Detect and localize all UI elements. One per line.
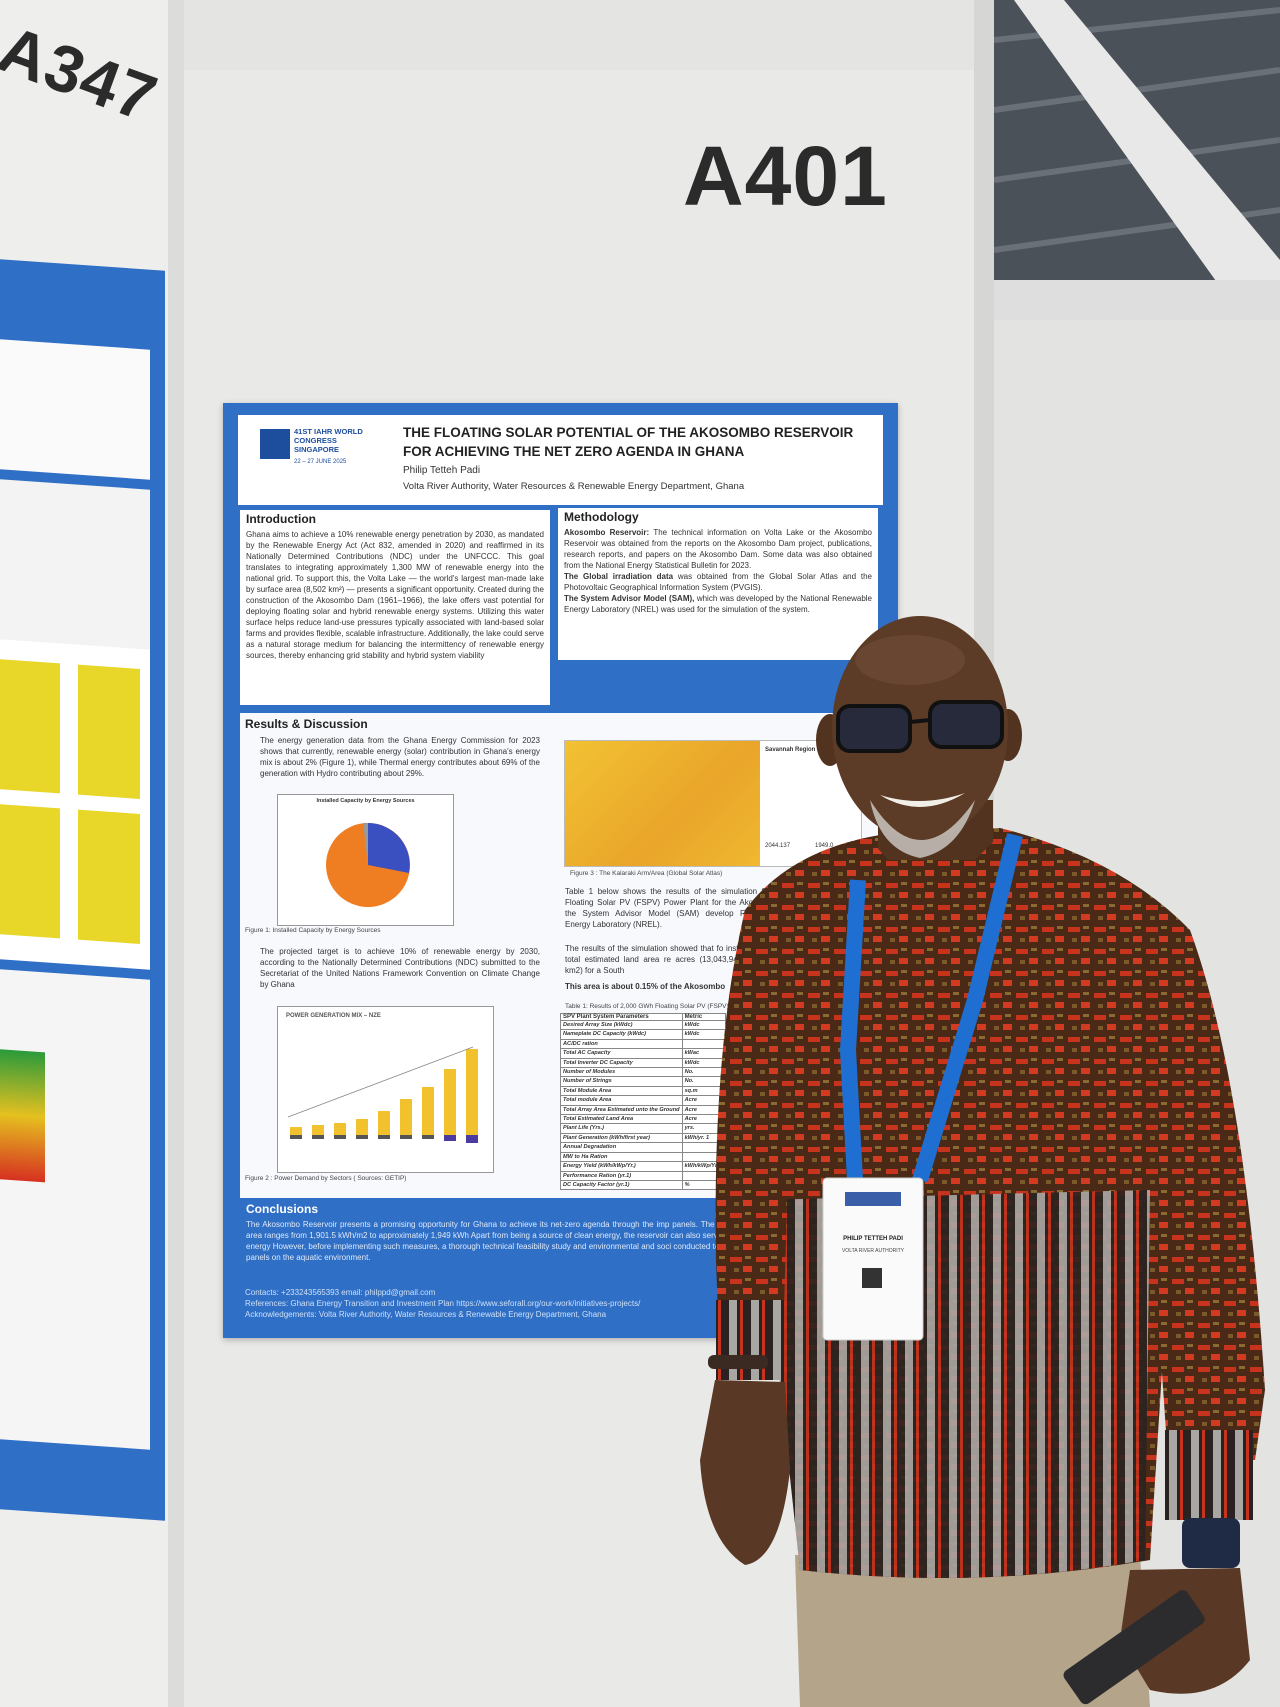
table-cell: Desired Array Size (kWdc) xyxy=(560,1019,683,1031)
paragraph: The Akosombo Reservoir presents a promis… xyxy=(246,1220,874,1262)
poster-title: THE FLOATING SOLAR POTENTIAL OF THE AKOS… xyxy=(403,425,854,440)
bar-figure: POWER GENERATION MIX – NZE xyxy=(277,1006,494,1173)
shirt-stripes xyxy=(760,1190,1150,1578)
logo xyxy=(260,429,290,459)
left-sleeve xyxy=(715,910,790,1378)
paragraph: Table 1 below shows the results of the s… xyxy=(565,887,780,929)
table-cell: Performance Ration (yr.1) xyxy=(560,1170,683,1181)
booth-number: A401 xyxy=(683,129,888,223)
author: Philip Tetteh Padi xyxy=(403,465,481,476)
table-cell: DC Capacity Factor (yr.1) xyxy=(560,1179,683,1191)
figure-caption: Figure 2 : Power Demand by Sectors ( Sou… xyxy=(245,1175,407,1182)
paragraph: The results of the simulation showed tha… xyxy=(565,944,780,975)
ceiling-structure xyxy=(993,0,1280,320)
table-row: Energy Yield (kWh/kWp/Yr.) kWh/kWp/Yr. 1 xyxy=(560,1161,727,1172)
poster-footer: Contacts: +233243565393 email: philppd@g… xyxy=(245,1287,885,1320)
figure-caption: Figure 1: Installed Capacity by Energy S… xyxy=(245,927,381,934)
pie xyxy=(326,822,410,907)
head-highlight xyxy=(855,635,965,685)
text: which was developed by the National Rene… xyxy=(564,594,873,614)
lanyard xyxy=(912,833,1023,1183)
right-sleeve xyxy=(1150,930,1265,1460)
bars xyxy=(287,1046,478,1143)
left-hand xyxy=(700,1380,790,1565)
map-label: 1949.0 xyxy=(815,843,834,849)
frame xyxy=(184,0,974,70)
map xyxy=(565,741,760,866)
table-cell: Total Array Area Estimated unto the Grou… xyxy=(560,1104,683,1116)
figure-title: Installed Capacity by Energy Sources xyxy=(316,798,415,804)
event-name: 41ST IAHR WORLD CONGRESS SINGAPORE xyxy=(294,427,363,454)
map-label: 2044.137 xyxy=(765,843,791,849)
paragraph: The System Advisor Model (SAM), which wa… xyxy=(564,593,872,615)
table-cell: Plant Generation (kWh/first year) xyxy=(560,1132,683,1144)
smile xyxy=(880,793,965,808)
table-cell: Energy Yield (kWh/kWp/Yr.) xyxy=(560,1161,683,1172)
pie-slice xyxy=(363,822,368,865)
methodology: Methodology Akosombo Reservoir: The tech… xyxy=(558,508,878,660)
bracelet xyxy=(708,1355,768,1369)
lead: The Global irradiation data xyxy=(564,572,674,581)
watch xyxy=(1182,1518,1240,1568)
results-table: SPV Plant System Parameters Metric Desire… xyxy=(560,1013,727,1191)
text: The technical information on Volta Lake … xyxy=(564,528,873,570)
paragraph: Akosombo Reservoir: The technical inform… xyxy=(564,527,872,571)
beard xyxy=(870,800,975,858)
map-label: Savannah Region xyxy=(765,747,816,753)
paragraph: This area is about 0.15% of the Akosombo xyxy=(565,982,726,991)
event-dates: 22 – 27 JUNE 2025 xyxy=(294,459,347,465)
collar xyxy=(850,835,1030,940)
badge-org: VOLTA RIVER AUTHORITY xyxy=(842,1248,905,1254)
table-row: DC Capacity Factor (yr.1)% xyxy=(560,1179,727,1191)
affiliation: Volta River Authority, Water Resources &… xyxy=(403,481,745,492)
section-heading: Results & Discussion xyxy=(245,717,368,731)
introduction: Introduction Ghana aims to achieve a 10%… xyxy=(240,510,550,705)
table-cell: Total Estimated Land Area xyxy=(560,1114,683,1125)
table-cell: Nameplate DC Capacity (kWdc) xyxy=(560,1029,683,1040)
qr-code xyxy=(862,1268,882,1288)
section-heading: Conclusions xyxy=(246,1202,319,1216)
right-cuff xyxy=(1165,1430,1253,1520)
glasses xyxy=(836,704,912,753)
poster-title: FOR ACHIEVING THE NET ZERO AGENDA IN GHA… xyxy=(403,444,745,459)
ceiling xyxy=(993,0,1280,320)
lanyard xyxy=(839,879,866,1181)
table-cell: Total Inverter DC Capacity xyxy=(560,1057,683,1069)
figure-title: POWER GENERATION MIX – NZE xyxy=(286,1013,381,1019)
paragraph: The Global irradiation data was obtained… xyxy=(564,571,872,593)
frame xyxy=(168,0,184,1707)
references: References: Ghana Energy Transition and … xyxy=(245,1299,641,1308)
tablet xyxy=(1063,1590,1205,1705)
paragraph: The projected target is to achieve 10% o… xyxy=(260,947,540,989)
trousers xyxy=(795,1555,1150,1707)
poster-header: 41ST IAHR WORLD CONGRESS SINGAPORE 22 – … xyxy=(238,415,883,505)
section-heading: Introduction xyxy=(246,512,316,526)
paragraph: Ghana aims to achieve a 10% renewable en… xyxy=(246,530,544,660)
head xyxy=(832,616,1008,840)
acknowledgements: Acknowledgements: Volta River Authority,… xyxy=(245,1310,607,1319)
paragraph: The energy generation data from the Ghan… xyxy=(260,736,540,778)
table-caption: Table 1: Results of 2,000 GWh Floating S… xyxy=(565,1003,735,1010)
badge-logo xyxy=(845,1192,901,1206)
pie-slice xyxy=(368,823,410,873)
text: was obtained from the Global Solar Atlas… xyxy=(564,572,872,592)
figure-caption: Figure 3 : The Kalaraki Arm/Area (Global… xyxy=(570,870,723,877)
map-figure: Savannah Region 2044.137 1949.0 xyxy=(564,740,862,867)
contacts: Contacts: +233243565393 email: philppd@g… xyxy=(245,1288,436,1297)
pie-figure: Installed Capacity by Energy Sources xyxy=(277,794,454,926)
badge xyxy=(822,1177,924,1341)
lead: The System Advisor Model (SAM), xyxy=(564,594,695,603)
section-heading: Methodology xyxy=(564,510,639,524)
badge-name: PHILIP TETTEH PADI xyxy=(843,1236,903,1242)
lead: Akosombo Reservoir: xyxy=(564,528,650,537)
glasses xyxy=(928,700,1004,749)
